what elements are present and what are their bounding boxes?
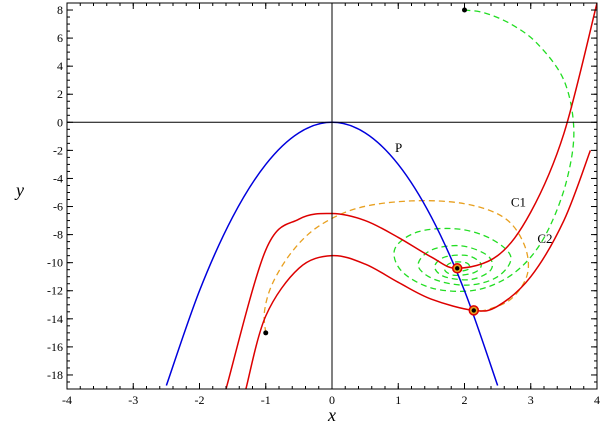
y-tick-label: -6	[53, 200, 63, 214]
start-point-marker	[462, 7, 467, 13]
y-tick-label: 4	[57, 59, 63, 73]
y-tick-label: -10	[47, 256, 63, 270]
x-tick-label: 2	[462, 393, 468, 407]
curve-label-c1: C1	[511, 195, 526, 210]
orbit-outer	[263, 200, 530, 333]
axes-layer: -4 -3 -2 -1 0 1 2 3 4-18-16-14-12-10-8-6-4-20246…	[47, 2, 600, 407]
x-tick-label: -4	[62, 393, 72, 407]
x-tick-label: 0	[329, 393, 335, 407]
fixed-point-marker	[455, 266, 460, 271]
y-tick-label: -16	[47, 340, 63, 354]
curve-label-p: P	[395, 140, 402, 155]
curve-c1	[225, 3, 597, 389]
markers-layer	[263, 7, 480, 336]
y-tick-label: -8	[53, 228, 63, 242]
x-axis-title: x	[327, 405, 336, 425]
y-tick-label: -14	[47, 312, 63, 326]
x-tick-label: 1	[395, 393, 401, 407]
y-tick-label: -18	[47, 368, 63, 382]
y-tick-label: -4	[53, 171, 63, 185]
y-tick-label: -12	[47, 284, 63, 298]
y-tick-label: 8	[57, 3, 63, 17]
y-tick-label: 2	[57, 87, 63, 101]
x-tick-label: -3	[128, 393, 138, 407]
x-tick-label: -1	[261, 393, 271, 407]
x-tick-label: -2	[195, 393, 205, 407]
orbit-spiral	[393, 9, 575, 293]
fixed-point-marker	[471, 308, 476, 313]
curves-layer	[165, 3, 597, 389]
x-tick-label: 3	[528, 393, 534, 407]
curve-label-c2: C2	[537, 231, 552, 246]
start-point-marker	[263, 330, 269, 336]
labels-layer: P C1 C2	[395, 140, 553, 246]
y-tick-label: -2	[53, 143, 63, 157]
y-axis-title: y	[14, 180, 24, 200]
x-tick-label: 4	[594, 393, 600, 407]
y-tick-label: 0	[57, 115, 63, 129]
curve-c2	[245, 150, 592, 389]
y-tick-label: 6	[57, 31, 63, 45]
